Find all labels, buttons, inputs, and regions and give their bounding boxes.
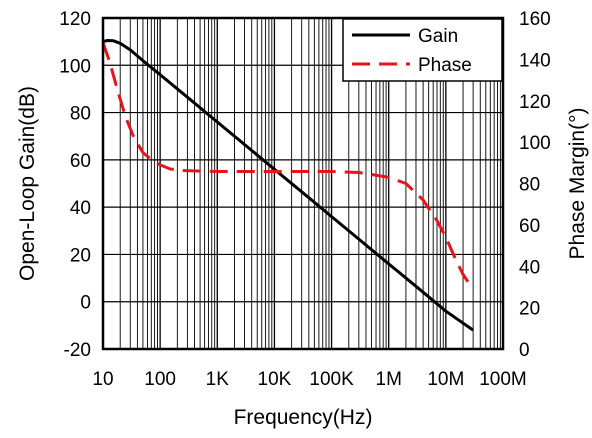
y-right-tick-label: 160 (519, 9, 551, 30)
y-right-tick-label: 60 (519, 216, 540, 237)
x-tick-label: 100K (309, 369, 354, 390)
y-right-tick-label: 120 (519, 92, 551, 113)
x-axis-title: Frequency(Hz) (234, 406, 373, 429)
y-right-tick-label: 140 (519, 50, 551, 71)
y-left-tick-label: 120 (59, 9, 91, 30)
x-tick-label: 1M (376, 369, 402, 390)
series-line-phase (101, 42, 473, 288)
y-right-tick-label: 80 (519, 175, 540, 196)
y-right-tick-label: 40 (519, 257, 540, 278)
y-left-tick-label: -20 (64, 340, 91, 361)
y-left-tick-label: 100 (59, 56, 91, 77)
y-right-tick-label: 0 (519, 340, 530, 361)
x-tick-label: 1K (206, 369, 230, 390)
y-left-tick-label: 80 (70, 104, 91, 125)
legend-label-gain: Gain (418, 26, 458, 47)
y-left-tick-label: 60 (70, 151, 91, 172)
legend-box (342, 18, 503, 82)
legend: Gain Phase (342, 18, 503, 82)
y-left-tick-label: 40 (70, 198, 91, 219)
x-tick-label: 10 (92, 369, 113, 390)
x-tick-label: 10K (258, 369, 292, 390)
plot-area-border (101, 16, 505, 351)
series-lines (101, 39, 474, 332)
y-right-tick-label: 20 (519, 299, 540, 320)
series-line-gain (102, 39, 474, 332)
x-tick-label: 100M (479, 369, 527, 390)
y-axis-left-title: Open-Loop Gain(dB) (16, 86, 39, 281)
y-left-tick-label: 0 (80, 293, 91, 314)
tick-labels: -20 0 20 40 60 80 100 120 0 20 40 60 80 100 120 140 160 1… (59, 9, 550, 390)
x-tick-label: 10M (427, 369, 464, 390)
y-right-tick-label: 100 (519, 133, 551, 154)
x-tick-label: 100 (144, 369, 176, 390)
y-left-tick-label: 20 (70, 245, 91, 266)
y-axis-right-title: Phase Margin(°) (566, 108, 589, 260)
legend-label-phase: Phase (418, 55, 472, 76)
